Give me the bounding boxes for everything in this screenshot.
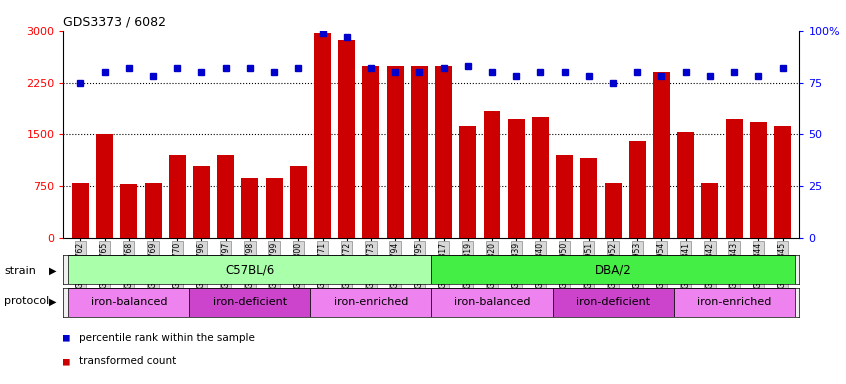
Text: C57BL/6: C57BL/6 [225, 263, 274, 276]
Bar [605, 183, 622, 238]
Text: iron-balanced: iron-balanced [91, 297, 167, 308]
Bar [168, 155, 186, 238]
Text: ▶: ▶ [49, 266, 57, 276]
Bar [556, 155, 573, 238]
Bar [193, 166, 210, 238]
Text: transformed count: transformed count [79, 356, 176, 366]
Bar [508, 119, 525, 238]
Bar [310, 288, 431, 317]
Bar [241, 178, 258, 238]
Text: strain: strain [4, 266, 36, 276]
Bar [431, 288, 552, 317]
Text: GDS3373 / 6082: GDS3373 / 6082 [63, 15, 167, 28]
Bar [120, 184, 137, 238]
Bar [387, 66, 404, 238]
Bar [726, 119, 743, 238]
Bar [435, 66, 452, 238]
Bar [72, 183, 89, 238]
Bar [774, 126, 791, 238]
Bar [190, 288, 310, 317]
Bar [145, 183, 162, 238]
Bar [314, 33, 331, 238]
Bar [750, 122, 766, 238]
Bar [338, 40, 355, 238]
Bar [362, 66, 379, 238]
Bar [701, 183, 718, 238]
Text: iron-deficient: iron-deficient [576, 297, 650, 308]
Text: ▶: ▶ [49, 296, 57, 306]
Bar [629, 141, 645, 238]
Bar [69, 288, 190, 317]
Text: ■: ■ [63, 333, 70, 343]
Bar [677, 132, 695, 238]
Bar [96, 134, 113, 238]
Bar [532, 117, 549, 238]
Text: DBA/2: DBA/2 [595, 263, 631, 276]
Bar [431, 255, 794, 284]
Text: percentile rank within the sample: percentile rank within the sample [79, 333, 255, 343]
Bar [552, 288, 673, 317]
Bar [673, 288, 794, 317]
Text: iron-deficient: iron-deficient [213, 297, 287, 308]
Bar [653, 72, 670, 238]
Bar [290, 166, 307, 238]
Text: ■: ■ [63, 356, 70, 366]
Bar [580, 158, 597, 238]
Text: iron-balanced: iron-balanced [453, 297, 530, 308]
Text: iron-enriched: iron-enriched [333, 297, 408, 308]
Bar [69, 255, 431, 284]
Bar [217, 155, 234, 238]
Bar [484, 111, 501, 238]
Bar [459, 126, 476, 238]
Text: protocol: protocol [4, 296, 49, 306]
Bar [411, 66, 428, 238]
Text: iron-enriched: iron-enriched [697, 297, 772, 308]
Bar [266, 178, 283, 238]
